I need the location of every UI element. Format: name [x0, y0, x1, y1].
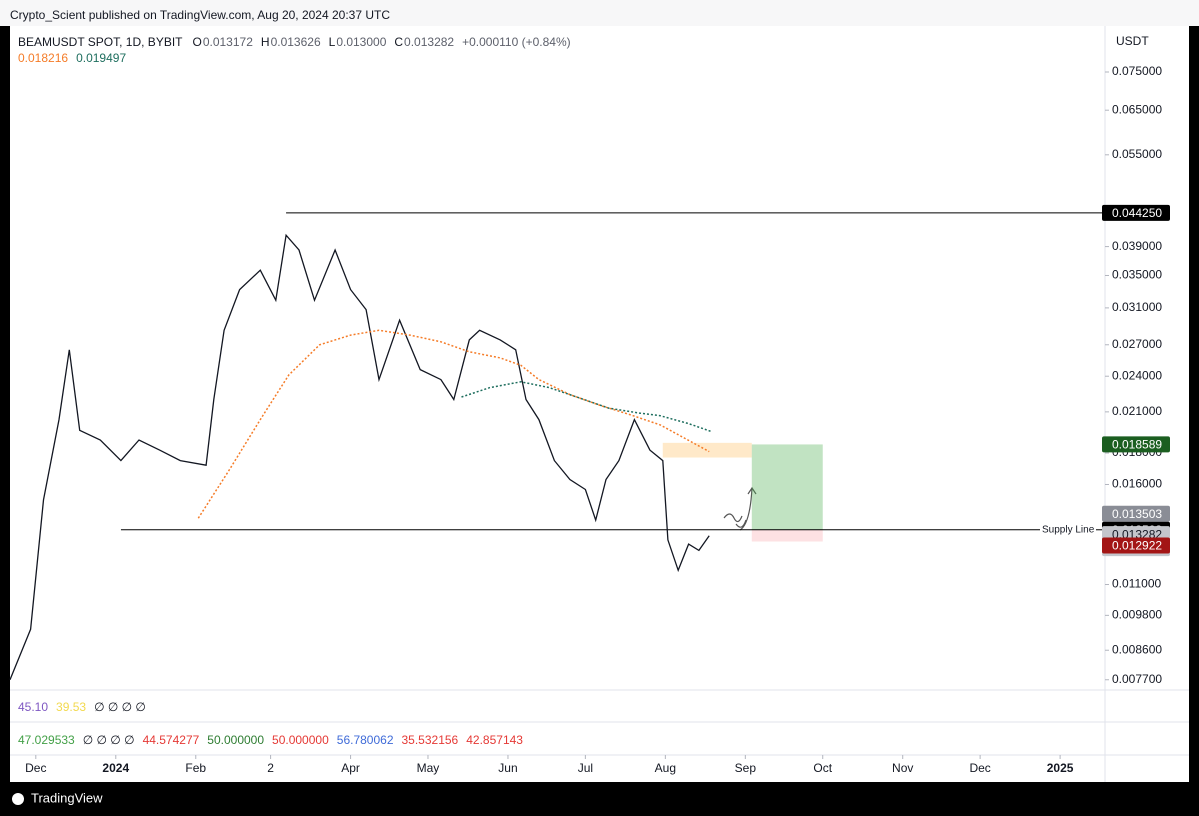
price-tag-label: 0.012922	[1112, 539, 1162, 553]
legend-text: H	[261, 35, 270, 49]
y-tick-label: 0.065000	[1112, 102, 1162, 116]
price-tag	[1102, 537, 1170, 554]
y-tick-label: 0.039000	[1112, 239, 1162, 253]
y-tick-label: 0.021000	[1112, 404, 1162, 418]
legend-text: 0.018216	[18, 51, 68, 65]
x-tick-label: Jul	[578, 761, 593, 775]
legend-text: C	[394, 35, 403, 49]
x-tick-label: Sep	[735, 761, 757, 775]
y-tick-label: 0.009800	[1112, 608, 1162, 622]
x-tick-label: Nov	[892, 761, 913, 775]
x-tick-label: 2024	[102, 761, 129, 775]
legend-text: 0.013000	[336, 35, 386, 49]
legend-text: 50.000000	[272, 733, 329, 747]
price-tag-label: 0.018589	[1112, 438, 1162, 452]
price-line	[197, 329, 710, 519]
legend-text: 44.574277	[143, 733, 200, 747]
y-tick-label: 0.024000	[1112, 368, 1162, 382]
footer-logo: TradingView	[31, 790, 103, 805]
legend-text: 45.10	[18, 700, 48, 714]
legend-text: BEAMUSDT SPOT, 1D, BYBIT	[18, 35, 183, 49]
currency: USDT	[1116, 34, 1149, 48]
legend-text: ∅ ∅ ∅ ∅	[94, 700, 146, 714]
legend-text: 0.013626	[271, 35, 321, 49]
price-tag	[1102, 505, 1170, 522]
legend-text: 56.780062	[337, 733, 394, 747]
legend-text: L	[329, 35, 336, 49]
chart-area	[10, 26, 1189, 782]
projection-squiggle	[723, 513, 747, 528]
price-tag-label: 0.044250	[1112, 206, 1162, 220]
price-line	[9, 233, 710, 681]
legend-text: 39.53	[56, 700, 86, 714]
x-tick-label: Dec	[969, 761, 990, 775]
y-tick-label: 0.075000	[1112, 64, 1162, 78]
position-target	[751, 444, 823, 530]
y-tick-label: 0.016000	[1112, 477, 1162, 491]
legend-text: 47.029533	[18, 733, 75, 747]
legend-text: O	[192, 35, 201, 49]
level-name: Supply Line	[1042, 524, 1095, 535]
legend-text: 0.013172	[203, 35, 253, 49]
logo-mark	[12, 793, 24, 805]
legend-text: 42.857143	[466, 733, 523, 747]
price-tag	[1102, 436, 1170, 453]
x-tick-label: Oct	[813, 761, 832, 775]
price-tag-label: 0.013503	[1112, 507, 1162, 521]
legend-text: +0.000110 (+0.84%)	[462, 35, 571, 49]
y-tick-label: 0.007700	[1112, 672, 1162, 686]
supply-zone	[662, 442, 752, 458]
x-tick-label: Feb	[185, 761, 206, 775]
projection-arrow	[739, 486, 757, 531]
y-tick-label: 0.055000	[1112, 147, 1162, 161]
x-tick-label: May	[417, 761, 440, 775]
y-tick-label: 0.031000	[1112, 300, 1162, 314]
position-stop	[751, 529, 823, 542]
x-tick-label: Dec	[25, 761, 46, 775]
price-tag	[1102, 204, 1170, 221]
legend-text: 50.000000	[207, 733, 264, 747]
y-tick-label: 0.008600	[1112, 642, 1162, 656]
x-tick-label: 2025	[1047, 761, 1074, 775]
y-tick-label: 0.011000	[1112, 577, 1161, 591]
x-tick-label: Aug	[655, 761, 676, 775]
x-tick-label: 2	[267, 761, 274, 775]
legend-text: 0.019497	[76, 51, 126, 65]
top-bar	[0, 0, 1199, 26]
y-tick-label: 0.035000	[1112, 268, 1162, 282]
price-line	[461, 381, 713, 433]
legend-text: 0.013282	[404, 35, 454, 49]
x-tick-label: Jun	[498, 761, 517, 775]
x-tick-label: Apr	[341, 761, 360, 775]
publisher: Crypto_Scient published on TradingView.c…	[10, 8, 390, 22]
legend-text: ∅ ∅ ∅ ∅	[83, 733, 135, 747]
legend-text: 35.532156	[402, 733, 459, 747]
y-tick-label: 0.027000	[1112, 337, 1162, 351]
